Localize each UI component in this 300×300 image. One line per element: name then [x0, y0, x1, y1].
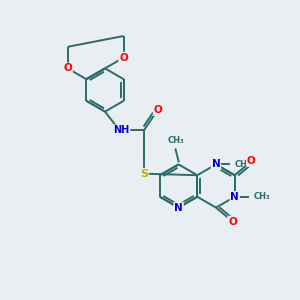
Text: O: O: [228, 217, 237, 227]
Text: CH₃: CH₃: [254, 192, 270, 201]
Text: O: O: [119, 52, 128, 63]
Text: N: N: [230, 192, 239, 202]
Text: CH₃: CH₃: [167, 136, 184, 145]
Text: S: S: [140, 169, 148, 179]
Text: N: N: [212, 159, 220, 170]
Text: O: O: [247, 156, 256, 166]
Text: O: O: [154, 105, 163, 115]
Text: CH₃: CH₃: [235, 160, 251, 169]
Text: N: N: [174, 202, 183, 213]
Text: NH: NH: [113, 125, 130, 135]
Text: O: O: [63, 63, 72, 74]
